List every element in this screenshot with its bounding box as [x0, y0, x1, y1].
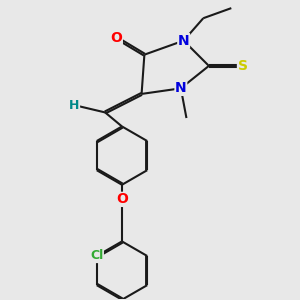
Text: Cl: Cl — [90, 250, 103, 262]
Text: S: S — [238, 59, 248, 73]
Text: N: N — [178, 34, 190, 48]
Text: O: O — [110, 31, 122, 45]
Text: N: N — [175, 81, 187, 95]
Text: O: O — [116, 192, 128, 206]
Text: H: H — [69, 99, 80, 112]
